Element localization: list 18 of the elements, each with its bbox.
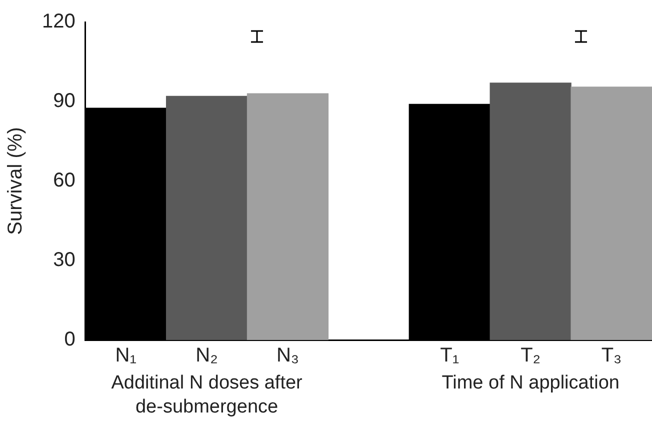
text: Time of N application — [442, 372, 620, 394]
y-axis-title: Survival (%) — [4, 127, 27, 235]
bar — [490, 82, 572, 340]
x-tick-label: N₂ — [196, 344, 218, 367]
text: Additinal N doses after de-submergence — [111, 372, 304, 418]
bar — [570, 86, 652, 340]
y-tick-label: 0 — [64, 328, 76, 351]
bar — [246, 93, 329, 340]
y-tick-label: 60 — [53, 170, 76, 192]
y-tick-label: 90 — [53, 90, 76, 112]
y-tick-label: 30 — [53, 249, 76, 272]
x-tick-label: T₃ — [601, 344, 622, 367]
x-tick-label: N₁ — [115, 344, 137, 367]
x-tick-label: T₁ — [440, 344, 460, 367]
x-tick-label: N₃ — [276, 344, 300, 367]
x-tick-label: T₂ — [520, 344, 541, 367]
y-tick-label: 120 — [42, 10, 76, 33]
bar — [166, 96, 248, 340]
